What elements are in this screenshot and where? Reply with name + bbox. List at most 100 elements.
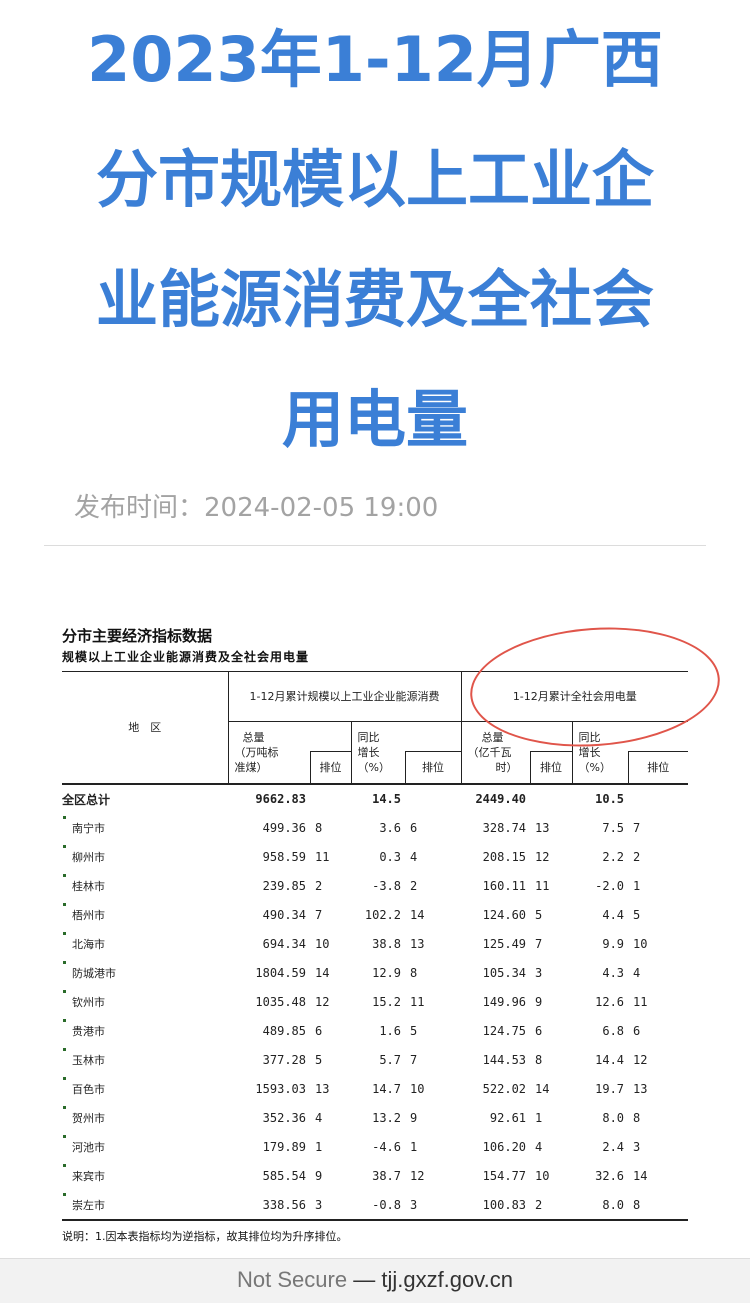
- rank-cell: 9: [410, 1111, 418, 1125]
- domain-label: tjj.gxzf.gov.cn: [381, 1267, 513, 1292]
- title-line: 分市规模以上工业企: [95, 143, 654, 216]
- value-cell: 1035.48: [255, 995, 306, 1009]
- data-table-image: 分市主要经济指标数据 规模以上工业企业能源消费及全社会用电量 地 区 1-12月…: [62, 626, 689, 1245]
- cell-marker: [63, 960, 66, 964]
- value-cell: 328.74: [482, 821, 527, 835]
- region-name: 北海市: [62, 930, 228, 959]
- rank-header-spacer: [405, 721, 462, 752]
- value-cell: 377.28: [262, 1053, 306, 1067]
- table-row: 柳州市 958.59 11 0.3 4 208.15 12 2.2 2: [62, 843, 688, 872]
- g1-yoy-header: 同比 增长 （%）: [350, 721, 405, 785]
- rank-cell: 4: [315, 1111, 323, 1125]
- region-name: 来宾市: [62, 1162, 228, 1191]
- rank-cell: 4: [410, 850, 418, 864]
- rank-cell: 14: [410, 908, 425, 922]
- cell-marker: [63, 902, 66, 906]
- rank-cell: 13: [315, 1082, 330, 1096]
- rank-cell: 3: [535, 966, 543, 980]
- table-row: 贵港市 489.85 6 1.6 5 124.75 6 6.8 6: [62, 1017, 688, 1046]
- region-name: 柳州市: [62, 843, 228, 872]
- value-cell: 92.61: [489, 1111, 527, 1125]
- g2-total-header: 总量 （亿千瓦 时）: [460, 721, 531, 785]
- region-name: 河池市: [62, 1133, 228, 1162]
- rank-cell: 2: [410, 879, 418, 893]
- region-name: 钦州市: [62, 988, 228, 1017]
- rank-cell: 13: [410, 937, 425, 951]
- rank-cell: 10: [633, 937, 648, 951]
- value-cell: 144.53: [482, 1053, 527, 1067]
- value-cell: 12.9: [372, 966, 401, 980]
- rank-cell: 8: [535, 1053, 543, 1067]
- value-cell: 8.0: [572, 1190, 629, 1221]
- divider: [44, 545, 706, 546]
- rank-cell: 1: [315, 1140, 323, 1154]
- title-line: 业能源消费及全社会: [95, 263, 654, 336]
- value-cell: 958.59: [262, 850, 306, 864]
- value-cell: 105.34: [482, 966, 527, 980]
- rank-cell: 14: [535, 1082, 550, 1096]
- publish-time: 2024-02-05 19:00: [204, 493, 439, 523]
- rank-cell: 1: [410, 1140, 418, 1154]
- rank-cell: 12: [315, 995, 330, 1009]
- value-cell: 352.36: [262, 1111, 306, 1125]
- rank-cell: 12: [535, 850, 550, 864]
- value-cell: 154.77: [482, 1169, 527, 1183]
- cell-marker: [63, 1018, 66, 1022]
- value-cell: 14.7: [372, 1082, 401, 1096]
- total-energy-yoy: 14.5: [372, 792, 401, 806]
- title-line: 用电量: [281, 383, 468, 456]
- total-power: 2449.40: [475, 792, 527, 806]
- rank-header: 排位: [529, 751, 573, 785]
- region-name: 崇左市: [62, 1190, 228, 1221]
- url-display[interactable]: Not Secure — tjj.gxzf.gov.cn: [0, 1266, 750, 1294]
- value-cell: 4.3: [602, 966, 625, 980]
- rank-cell: 7: [535, 937, 543, 951]
- total-energy: 9662.83: [255, 792, 306, 806]
- value-cell: 490.34: [262, 908, 306, 922]
- publish-label: 发布时间：: [74, 493, 205, 523]
- rank-cell: 7: [315, 908, 323, 922]
- value-cell: 124.75: [482, 1024, 527, 1038]
- rank-cell: 3: [633, 1140, 641, 1154]
- table-row: 贺州市 352.36 4 13.2 9 92.61 1 8.0 8: [62, 1104, 688, 1133]
- rank-cell: 5: [315, 1053, 323, 1067]
- rank-cell: 10: [410, 1082, 425, 1096]
- table-row: 崇左市 338.56 3 -0.8 3 100.83 2 8.0 8: [62, 1190, 689, 1221]
- total-row: 全区总计 9662.83 14.5 2449.40 10.5: [62, 784, 688, 814]
- cell-marker: [63, 989, 66, 993]
- rank-cell: 5: [535, 908, 543, 922]
- rank-cell: 6: [535, 1024, 543, 1038]
- table-row: 百色市 1593.03 13 14.7 10 522.02 14 19.7 13: [62, 1075, 688, 1104]
- cell-marker: [63, 815, 66, 819]
- value-cell: 14.4: [595, 1053, 625, 1067]
- value-cell: -0.8: [351, 1190, 405, 1221]
- table-row: 梧州市 490.34 7 102.2 14 124.60 5 4.4 5: [62, 901, 688, 930]
- rank-cell: 10: [315, 937, 330, 951]
- rank-cell: 1: [633, 879, 641, 893]
- rank-cell: 8: [410, 966, 418, 980]
- rank-cell: 6: [633, 1024, 641, 1038]
- value-cell: 32.6: [595, 1169, 625, 1183]
- rank-cell: 4: [633, 966, 641, 980]
- value-cell: 38.8: [372, 937, 401, 951]
- value-cell: 160.11: [482, 879, 527, 893]
- rank-cell: 14: [633, 1169, 648, 1183]
- rank-cell: 11: [410, 995, 425, 1009]
- separator: —: [353, 1267, 376, 1292]
- value-cell: 3.6: [379, 821, 401, 835]
- value-cell: 489.85: [262, 1024, 306, 1038]
- browser-address-bar[interactable]: [0, 1258, 750, 1303]
- value-cell: 12.6: [595, 995, 625, 1009]
- rank-cell: 9: [315, 1169, 323, 1183]
- value-cell: 1593.03: [255, 1082, 306, 1096]
- table-note: 说明：1.因本表指标均为逆指标，故其排位均为升序排位。: [62, 1229, 348, 1243]
- rank-cell: 12: [410, 1169, 425, 1183]
- value-cell: 124.60: [482, 908, 527, 922]
- table-row: 来宾市 585.54 9 38.7 12 154.77 10 32.6 14: [62, 1162, 688, 1191]
- value-cell: 15.2: [372, 995, 401, 1009]
- g2-yoy-header: 同比 增长 （%）: [571, 721, 629, 785]
- table-row: 钦州市 1035.48 12 15.2 11 149.96 9 12.6 11: [62, 988, 688, 1017]
- value-cell: 522.02: [482, 1082, 527, 1096]
- rank-cell: 5: [633, 908, 641, 922]
- region-name: 贺州市: [62, 1104, 228, 1133]
